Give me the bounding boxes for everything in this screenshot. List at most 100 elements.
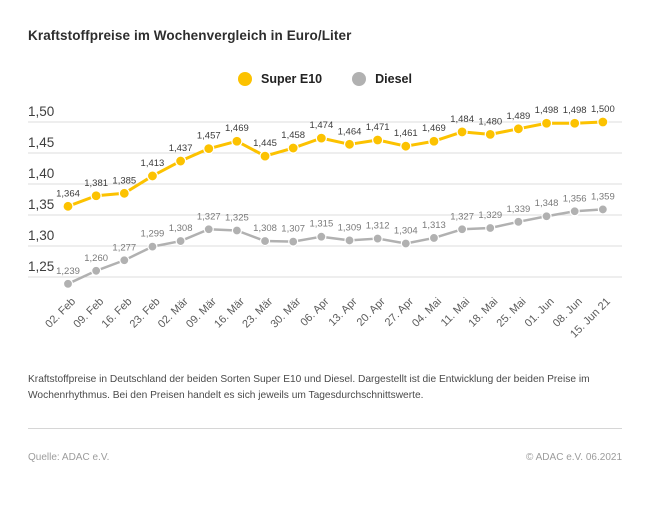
data-label-super-e10: 1,469 [422,123,446,134]
x-tick-label: 16. Mär [212,295,247,330]
x-tick-label: 02. Feb [43,296,78,331]
data-point-super-e10 [231,135,243,147]
x-tick-label: 27. Apr [383,295,416,328]
data-point-diesel [288,236,299,247]
data-label-diesel: 1,304 [394,226,418,237]
data-point-diesel [175,235,186,247]
y-gridlines: 1,50 1,45 1,40 1,35 1,30 1,25 [28,104,622,278]
data-label-super-e10: 1,445 [253,138,277,149]
data-point-diesel [400,238,411,249]
chart-description: Kraftstoffpreise in Deutschland der beid… [28,374,590,401]
y-tick-label: 1,25 [28,259,54,274]
x-tick-label: 04. Mai [410,296,444,330]
data-label-diesel: 1,315 [309,219,333,230]
data-label-super-e10: 1,469 [225,123,249,134]
data-point-super-e10 [597,116,609,128]
data-point-super-e10 [569,117,581,129]
data-point-diesel [147,241,158,252]
data-point-super-e10 [343,138,356,150]
data-label-diesel: 1,309 [338,222,362,233]
data-label-diesel: 1,307 [281,224,305,235]
x-tick-label: 09. Feb [71,296,106,331]
x-tick-label: 06. Apr [298,295,331,328]
data-label-diesel: 1,308 [253,223,277,234]
x-tick-label: 09. Mär [184,295,219,330]
data-point-diesel [457,224,468,235]
data-label-diesel: 1,325 [225,213,249,224]
data-point-diesel [344,235,355,246]
data-label-super-e10: 1,489 [507,111,531,122]
data-label-super-e10: 1,500 [591,104,615,115]
data-point-super-e10 [456,126,468,138]
data-label-diesel: 1,299 [141,229,165,240]
data-label-super-e10: 1,474 [309,120,333,131]
data-label-diesel: 1,260 [84,253,108,264]
data-label-super-e10: 1,381 [84,178,108,189]
data-point-super-e10 [287,142,299,154]
data-point-super-e10 [90,190,102,202]
x-tick-label: 01. Jun [523,296,557,330]
x-tick-label: 23. Mär [240,295,275,330]
data-point-diesel [231,225,242,236]
data-point-super-e10 [372,134,384,146]
data-point-diesel [372,233,383,244]
source-label: Quelle: ADAC e.V. [28,452,110,463]
y-tick-label: 1,45 [28,135,54,150]
data-label-super-e10: 1,457 [197,131,221,142]
data-label-diesel: 1,312 [366,221,390,232]
x-tick-label: 13. Apr [326,295,359,328]
data-point-super-e10 [400,140,412,152]
data-point-diesel [203,224,214,235]
data-label-diesel: 1,348 [535,198,559,209]
data-label-diesel: 1,239 [56,266,80,277]
data-point-diesel [541,211,552,222]
data-point-diesel [259,235,271,247]
data-label-diesel: 1,277 [112,242,136,253]
data-point-diesel [119,255,130,266]
data-label-diesel: 1,339 [507,204,531,215]
data-point-diesel [513,216,524,227]
data-label-super-e10: 1,458 [281,130,305,141]
y-tick-label: 1,30 [28,228,54,243]
data-point-diesel [316,231,327,242]
data-point-super-e10 [146,170,159,182]
data-label-super-e10: 1,413 [141,158,165,169]
legend-item-super-e10: Super E10 [238,72,322,86]
data-label-diesel: 1,329 [478,210,502,221]
x-tick-label: 18. Mai [466,296,500,330]
data-point-diesel [597,204,608,215]
data-label-diesel: 1,327 [450,211,474,222]
x-tick-label: 20. Apr [355,295,388,328]
x-tick-label: 16. Feb [100,296,135,331]
data-point-diesel [62,278,74,289]
data-label-diesel: 1,359 [591,191,615,202]
data-label-super-e10: 1,385 [112,175,136,186]
x-tick-label: 30. Mär [268,295,303,330]
x-tick-label: 23. Feb [128,296,163,331]
data-point-super-e10 [540,117,553,129]
legend-label-diesel: Diesel [375,72,412,86]
copyright-label: © ADAC e.V. 06.2021 [526,452,622,463]
data-label-super-e10: 1,461 [394,128,418,139]
data-label-diesel: 1,356 [563,193,587,204]
data-label-diesel: 1,327 [197,211,221,222]
x-tick-label: 25. Mai [495,296,529,330]
footer-divider [28,428,622,429]
data-point-diesel [91,265,102,276]
data-point-diesel [485,222,496,234]
data-label-super-e10: 1,464 [338,126,362,137]
data-point-super-e10 [203,143,215,155]
x-tick-label: 02. Mär [156,295,191,330]
data-label-super-e10: 1,471 [366,122,390,133]
legend-dot-super-e10 [238,72,252,86]
data-point-super-e10 [175,155,187,167]
data-point-super-e10 [62,200,74,212]
legend-dot-diesel [352,72,367,86]
data-point-super-e10 [428,135,440,147]
data-point-super-e10 [484,128,496,141]
legend-label-super-e10: Super E10 [261,72,323,86]
series-diesel: 1,239 1,260 1,277 1,299 1,308 1,327 1,325 1,308… [56,191,615,289]
